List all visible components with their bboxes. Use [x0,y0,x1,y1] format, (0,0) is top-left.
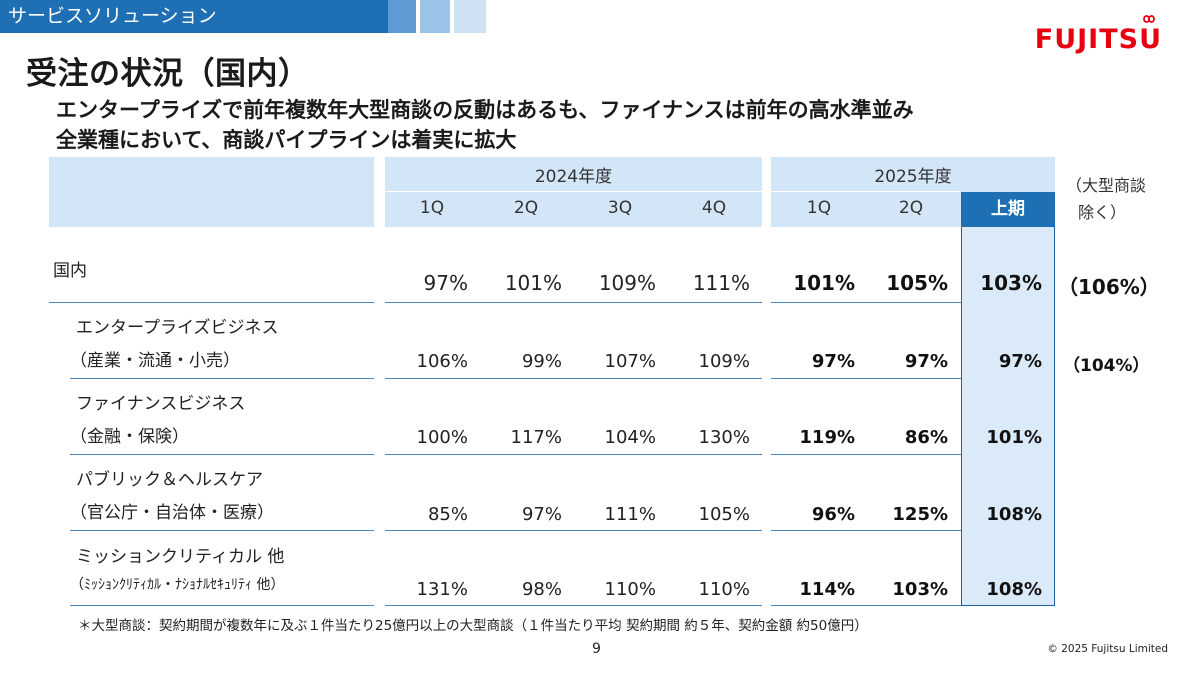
table-cell: 100% [416,427,468,448]
table-cell: 85% [427,504,468,525]
table-cell: 111% [692,271,750,295]
table-cell: 86% [904,427,948,448]
row-divider [771,530,961,531]
row-divider [385,530,762,531]
header-decoration-block [388,0,416,33]
table-cell: 97% [811,351,855,372]
row-label-public-healthcare: パブリック＆ヘルスケア [76,470,263,490]
table-cell: 103% [892,579,948,600]
header-divider [771,191,961,192]
table-header-2024 [385,157,762,227]
year-label-2025: 2025年度 [874,167,952,187]
row-label-mission-critical: ミッションクリティカル 他 [76,547,285,567]
table-cell: 105% [886,271,948,295]
subtitle-line: エンタープライズで前年複数年大型商談の反動はあるも、ファイナンスは前年の高水準並… [56,98,914,122]
excluding-large-deals-value: （104%） [1063,356,1150,376]
table-cell: 117% [510,427,562,448]
row-divider [70,605,374,606]
table-cell: 119% [799,427,855,448]
table-cell: 103% [980,271,1042,295]
table-cell: 97% [904,351,948,372]
column-header-2025-2q: 2Q [898,198,924,218]
header-divider [385,191,762,192]
table-cell: 109% [698,351,750,372]
row-divider [771,605,961,606]
row-divider [70,378,374,379]
table-cell: 97% [998,351,1042,372]
header-decoration-block [454,0,486,33]
table-cell: 101% [986,427,1042,448]
table-cell: 125% [892,504,948,525]
first-half-column-highlight [961,226,1055,606]
row-divider [385,454,762,455]
row-divider [385,378,762,379]
table-cell: 104% [604,427,656,448]
header-decoration-block [420,0,450,33]
row-label-domestic: 国内 [53,261,87,281]
page-number: 9 [592,641,601,657]
table-cell: 96% [811,504,855,525]
table-cell: 108% [986,504,1042,525]
table-cell: 130% [698,427,750,448]
table-cell: 131% [416,579,468,600]
excluding-large-deals-value: （106%） [1058,275,1160,299]
table-cell: 114% [799,579,855,600]
table-cell: 109% [598,271,656,295]
table-cell: 110% [698,579,750,600]
table-cell: 107% [604,351,656,372]
section-header: サービスソリューション [0,0,388,33]
row-sublabel: （官公庁・自治体・医療） [70,503,274,523]
row-divider [70,454,374,455]
fujitsu-logo: FUJITSU [1034,24,1162,55]
table-cell: 108% [986,579,1042,600]
table-cell: 111% [604,504,656,525]
row-sublabel: （金融・保険） [70,427,189,447]
table-cell: 97% [521,504,562,525]
table-cell: 110% [604,579,656,600]
page-title: 受注の状況（国内） [26,56,310,92]
column-header-first-half: 上期 [961,192,1055,227]
table-cell: 101% [504,271,562,295]
side-note: 除く） [1078,203,1127,222]
column-header-2025-1q: 1Q [806,198,832,218]
table-cell: 106% [416,351,468,372]
row-divider [49,302,374,303]
subtitle-line: 全業種において、商談パイプラインは着実に拡大 [56,128,517,152]
table-cell: 98% [521,579,562,600]
row-divider [70,530,374,531]
table-cell: 101% [793,271,855,295]
row-divider [385,605,762,606]
footnote: ＊大型商談：契約期間が複数年に及ぶ１件当たり25億円以上の大型商談（１件当たり平… [78,618,868,634]
row-divider [771,454,961,455]
table-cell: 99% [521,351,562,372]
column-header-2024-2q: 2Q [513,198,539,218]
row-sublabel: （産業・流通・小売） [70,351,240,371]
row-label-enterprise: エンタープライズビジネス [76,318,279,338]
row-divider [771,378,961,379]
table-header-label-cell [49,157,374,227]
column-header-2024-3q: 3Q [607,198,633,218]
side-note: （大型商談 [1066,176,1147,195]
table-cell: 97% [423,271,468,295]
row-label-finance: ファイナンスビジネス [76,394,246,414]
row-divider [385,302,762,303]
fujitsu-infinity-logo-icon [1143,15,1155,23]
column-header-2024-4q: 4Q [701,198,727,218]
row-divider [771,302,961,303]
table-cell: 105% [698,504,750,525]
row-sublabel: （ﾐｯｼｮﾝｸﾘﾃｨｶﾙ・ﾅｼｮﾅﾙｾｷｭﾘﾃｨ 他） [70,577,285,593]
copyright: © 2025 Fujitsu Limited [1047,643,1168,655]
column-header-2024-1q: 1Q [419,198,445,218]
year-label-2024: 2024年度 [534,167,613,187]
